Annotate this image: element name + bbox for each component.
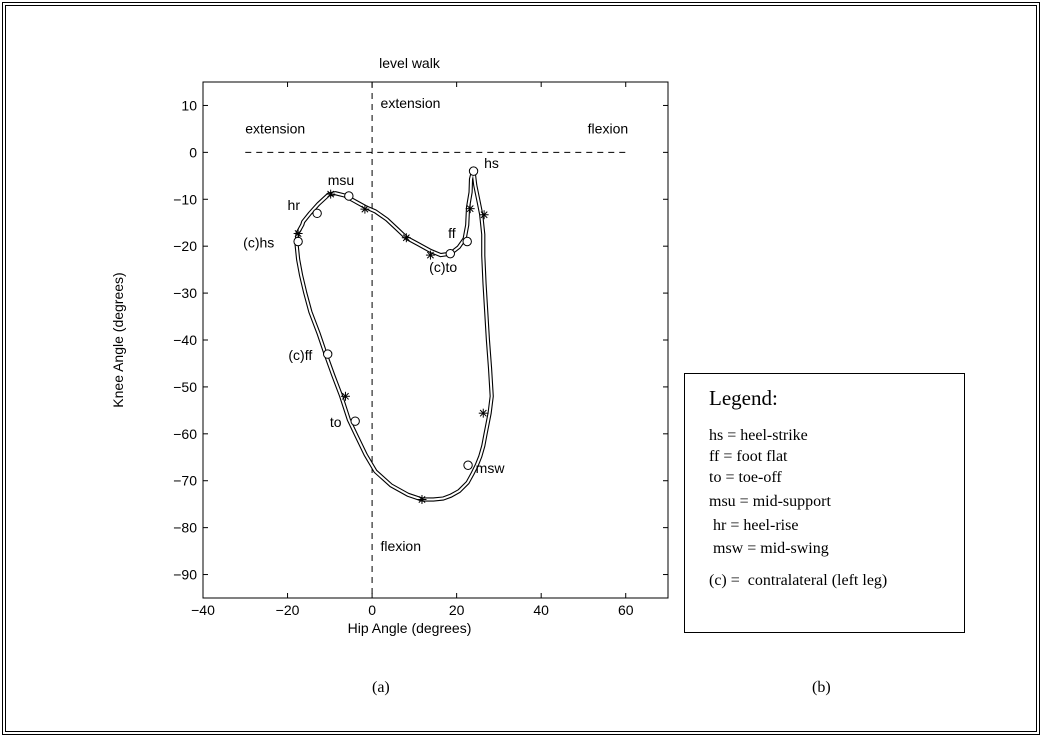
gait-event-label: (c)ff (288, 347, 312, 363)
y-tick-label: −50 (173, 379, 197, 395)
region-label: flexion (381, 538, 421, 554)
gait-event-label: (c)to (429, 259, 457, 275)
x-tick-label: −40 (191, 602, 215, 618)
y-tick-label: −80 (173, 520, 197, 536)
caption-b: (b) (812, 679, 831, 696)
gait-star-marker (417, 494, 427, 504)
gait-event-label: msu (328, 172, 354, 188)
y-tick-label: 10 (181, 97, 197, 113)
plot-area-frame (202, 81, 669, 599)
y-tick-label: 0 (189, 144, 197, 160)
y-tick-label: −30 (173, 285, 197, 301)
gait-event-label: (c)hs (243, 235, 274, 251)
legend-item-hs: hs = heel-strike (709, 427, 808, 444)
legend-item-msw: msw = mid-swing (709, 540, 829, 557)
gait-event-circle-marker (462, 236, 472, 247)
y-tick-label: −10 (173, 191, 197, 207)
gait-event-circle-marker (323, 349, 333, 359)
gait-event-label: msw (476, 460, 506, 476)
figure-frame-inner (5, 5, 1037, 732)
y-tick-label: −70 (173, 473, 197, 489)
x-tick-label: −20 (276, 602, 300, 618)
legend-item-msu: msu = mid-support (709, 493, 831, 510)
gait-star-marker (293, 229, 303, 239)
gait-event-circle-marker (468, 166, 479, 176)
region-label: extension (245, 121, 305, 137)
gait-curve-inner (295, 170, 493, 501)
legend-item-to: to = toe-off (709, 469, 782, 486)
y-tick-label: −90 (173, 567, 197, 583)
gait-star-marker (360, 204, 370, 214)
y-tick-label: −40 (173, 332, 197, 348)
y-tick-label: −20 (173, 238, 197, 254)
gait-star-marker (401, 233, 411, 243)
gait-event-circle-marker (293, 236, 303, 247)
x-tick-label: 60 (618, 602, 634, 618)
chart-title: level walk (379, 55, 441, 71)
gait-event-label: to (330, 414, 342, 430)
region-label: flexion (588, 121, 628, 137)
x-axis-label: Hip Angle (degrees) (348, 620, 472, 636)
x-tick-label: 0 (368, 602, 376, 618)
caption-a: (a) (372, 679, 390, 696)
gait-event-circle-marker (445, 248, 455, 259)
gait-event-label: ff (448, 225, 456, 241)
gait-event-circle-marker (463, 460, 473, 470)
y-axis-label: Knee Angle (degrees) (110, 272, 126, 407)
legend-box: Legend: hs = heel-strike ff = foot flat … (684, 373, 965, 633)
x-tick-label: 20 (449, 602, 465, 618)
legend-item-hr: hr = heel-rise (709, 517, 799, 534)
gait-star-marker (478, 408, 488, 418)
gait-star-marker (425, 250, 435, 260)
gait-star-marker (479, 210, 489, 220)
x-tick-label: 40 (533, 602, 549, 618)
y-tick-label: −60 (173, 426, 197, 442)
gait-event-label: hs (484, 155, 499, 171)
gait-star-marker (326, 189, 336, 199)
legend-title: Legend: (709, 386, 778, 410)
gait-event-label: hr (288, 197, 301, 213)
gait-event-circle-marker (312, 208, 322, 219)
gait-event-circle-marker (344, 191, 354, 201)
legend-item-contralateral: (c) = contralateral (left leg) (709, 572, 888, 589)
legend-item-ff: ff = foot flat (709, 448, 788, 465)
gait-curve-outline (294, 170, 494, 502)
gait-star-marker (340, 391, 350, 401)
gait-event-circle-marker (350, 416, 360, 426)
region-label: extension (381, 95, 441, 111)
gait-star-marker (465, 204, 475, 214)
